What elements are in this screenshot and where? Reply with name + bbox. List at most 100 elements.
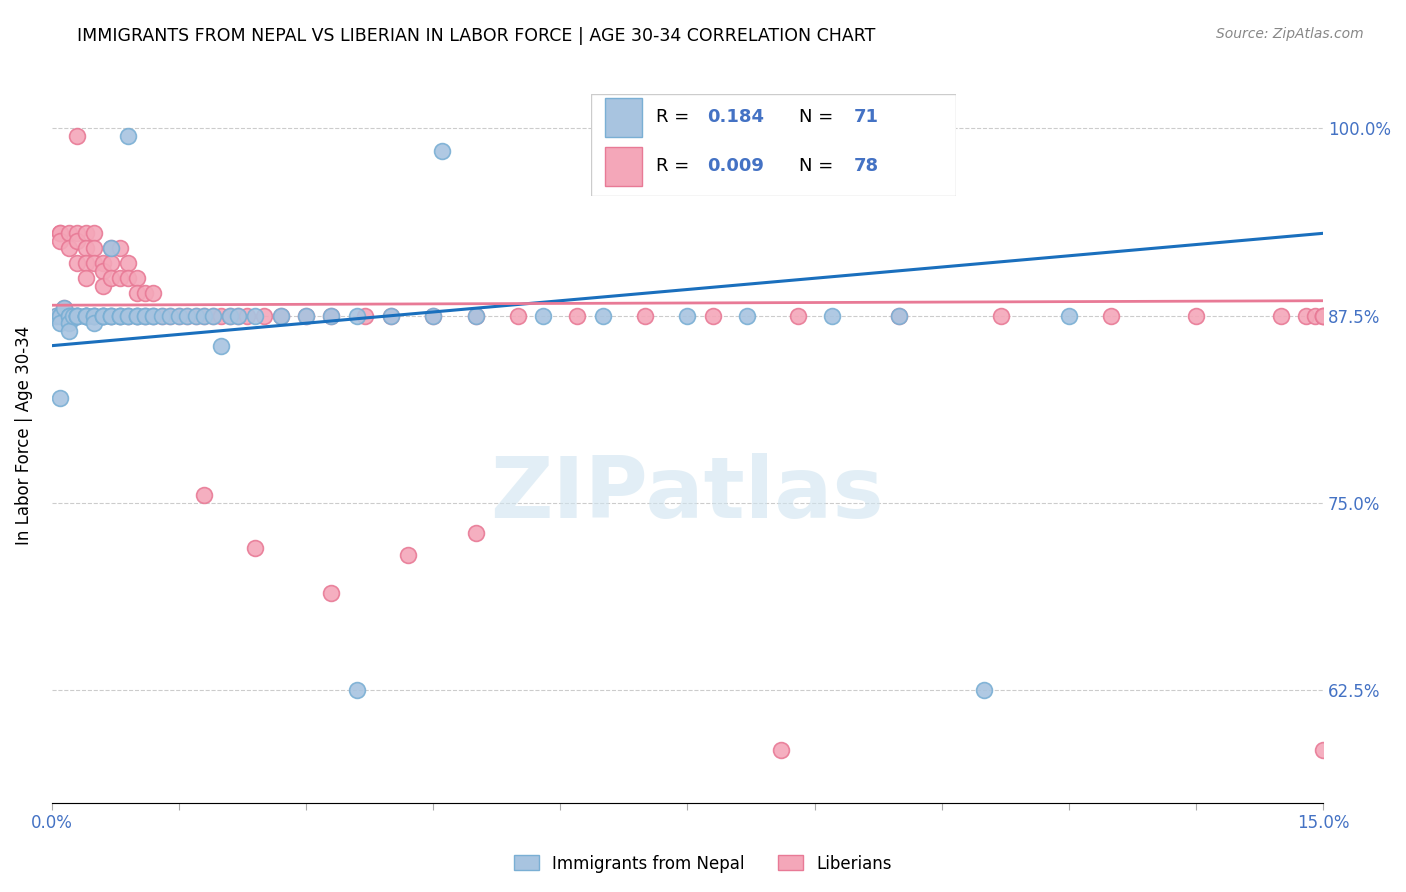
Point — [218, 309, 240, 323]
Point — [321, 309, 343, 323]
Point — [346, 309, 368, 323]
Point — [889, 309, 911, 323]
Point — [159, 309, 181, 323]
Text: N =: N = — [799, 158, 839, 176]
Point — [49, 316, 72, 330]
Point — [354, 309, 377, 323]
Point — [889, 309, 911, 323]
Point — [1303, 309, 1326, 323]
Point — [75, 309, 97, 323]
Point — [464, 309, 486, 323]
Point — [142, 286, 165, 301]
Point — [167, 309, 190, 323]
Point — [209, 309, 232, 323]
Point — [100, 256, 122, 270]
Point — [321, 586, 343, 600]
Point — [108, 271, 131, 285]
Point — [243, 541, 266, 555]
Point — [159, 309, 181, 323]
Point — [91, 264, 114, 278]
Point — [125, 309, 148, 323]
Point — [243, 309, 266, 323]
FancyBboxPatch shape — [605, 147, 641, 186]
Point — [218, 309, 240, 323]
Point — [58, 316, 80, 330]
Point — [91, 309, 114, 323]
Point — [176, 309, 198, 323]
Point — [91, 309, 114, 323]
Point — [990, 309, 1012, 323]
Point — [201, 309, 224, 323]
Point — [270, 309, 292, 323]
Text: IMMIGRANTS FROM NEPAL VS LIBERIAN IN LABOR FORCE | AGE 30-34 CORRELATION CHART: IMMIGRANTS FROM NEPAL VS LIBERIAN IN LAB… — [77, 27, 876, 45]
Text: ZIPatlas: ZIPatlas — [491, 453, 884, 536]
Point — [83, 309, 105, 323]
Point — [108, 309, 131, 323]
Point — [1099, 309, 1122, 323]
Point — [1270, 309, 1292, 323]
Point — [66, 309, 89, 323]
Point — [83, 309, 105, 323]
Point — [49, 234, 72, 248]
Point — [75, 271, 97, 285]
Point — [1057, 309, 1080, 323]
Point — [58, 324, 80, 338]
Point — [91, 309, 114, 323]
Point — [53, 301, 76, 316]
Point — [769, 743, 792, 757]
Point — [235, 309, 257, 323]
Point — [58, 309, 80, 323]
Point — [567, 309, 589, 323]
Point — [83, 227, 105, 241]
Point — [62, 309, 84, 323]
Point — [295, 309, 318, 323]
Point — [66, 309, 89, 323]
Point — [184, 309, 207, 323]
Point — [91, 278, 114, 293]
Point — [117, 128, 139, 143]
Point — [58, 227, 80, 241]
Point — [83, 316, 105, 330]
Point — [134, 309, 156, 323]
Point — [66, 309, 89, 323]
Point — [592, 309, 614, 323]
Point — [100, 241, 122, 255]
Point — [117, 309, 139, 323]
Point — [1295, 309, 1317, 323]
Point — [142, 309, 165, 323]
Point — [422, 309, 444, 323]
Point — [464, 525, 486, 540]
Point — [53, 301, 76, 316]
Point — [634, 309, 657, 323]
Point — [201, 309, 224, 323]
Point — [117, 271, 139, 285]
Point — [380, 309, 402, 323]
Point — [91, 256, 114, 270]
Text: N =: N = — [799, 108, 839, 127]
FancyBboxPatch shape — [591, 94, 956, 196]
Point — [49, 227, 72, 241]
Point — [506, 309, 529, 323]
Point — [820, 309, 842, 323]
Point — [75, 309, 97, 323]
Point — [193, 488, 215, 502]
Point — [83, 256, 105, 270]
Point — [75, 309, 97, 323]
Point — [125, 286, 148, 301]
Point — [142, 309, 165, 323]
FancyBboxPatch shape — [605, 98, 641, 136]
Point — [142, 309, 165, 323]
Y-axis label: In Labor Force | Age 30-34: In Labor Force | Age 30-34 — [15, 326, 32, 545]
Point — [226, 309, 249, 323]
Point — [176, 309, 198, 323]
Point — [100, 309, 122, 323]
Point — [1312, 743, 1334, 757]
Point — [66, 309, 89, 323]
Point — [134, 309, 156, 323]
Text: R =: R = — [657, 158, 696, 176]
Point — [117, 309, 139, 323]
Legend: Immigrants from Nepal, Liberians: Immigrants from Nepal, Liberians — [508, 848, 898, 880]
Point — [58, 309, 80, 323]
Point — [167, 309, 190, 323]
Point — [62, 309, 84, 323]
